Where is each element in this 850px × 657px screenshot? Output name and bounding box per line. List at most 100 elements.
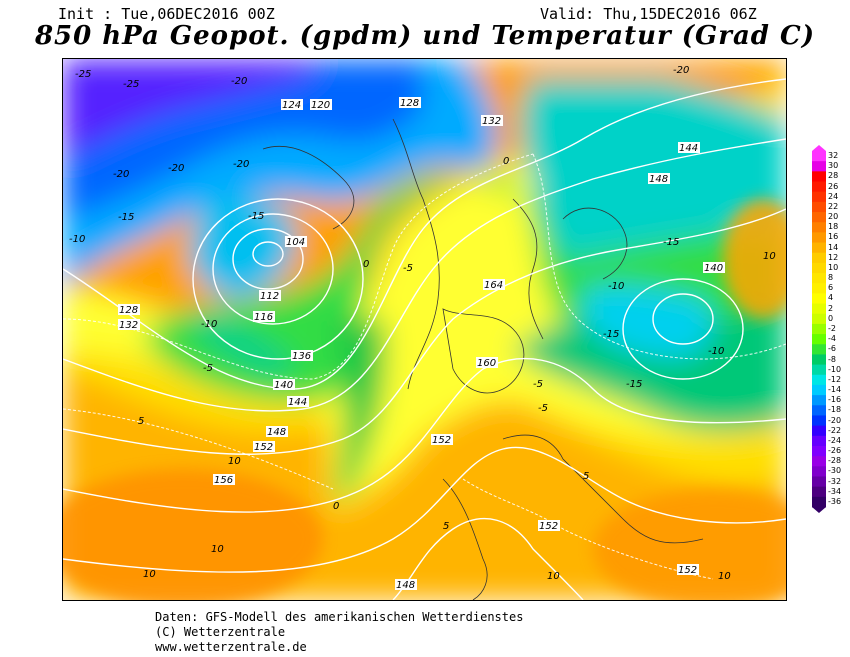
footer-data-source: Daten: GFS-Modell des amerikanischen Wet… bbox=[155, 610, 524, 624]
legend-swatch bbox=[812, 323, 826, 335]
legend-value: 28 bbox=[828, 171, 839, 181]
temp-label: 10 bbox=[143, 569, 156, 580]
temp-label: -10 bbox=[201, 319, 217, 330]
legend-swatch bbox=[812, 415, 826, 427]
valid-time: Valid: Thu,15DEC2016 06Z bbox=[540, 5, 757, 23]
temp-label: -5 bbox=[403, 263, 413, 274]
geopot-label: 148 bbox=[649, 174, 668, 185]
temp-label: -20 bbox=[233, 159, 249, 170]
geopot-label: 152 bbox=[432, 435, 451, 446]
geopot-label: 152 bbox=[539, 521, 558, 532]
legend-swatch bbox=[812, 384, 826, 396]
legend-swatch bbox=[812, 354, 826, 366]
legend-colorbar bbox=[812, 145, 826, 513]
legend-swatch bbox=[812, 283, 826, 294]
legend-swatch bbox=[812, 486, 826, 498]
legend-swatch bbox=[812, 151, 826, 162]
legend-value: -12 bbox=[828, 374, 842, 384]
geopot-label: 128 bbox=[400, 98, 419, 109]
temp-label: -5 bbox=[538, 403, 548, 414]
legend-swatch bbox=[812, 222, 826, 233]
legend-arrow-top bbox=[812, 145, 826, 151]
legend-swatch bbox=[812, 435, 826, 447]
temp-label: -25 bbox=[75, 69, 91, 80]
legend-value: -32 bbox=[828, 476, 842, 486]
temp-label: -15 bbox=[603, 329, 619, 340]
legend-swatch bbox=[812, 395, 826, 406]
legend-swatch bbox=[812, 201, 826, 213]
legend-swatch bbox=[812, 374, 826, 386]
geopot-label: 156 bbox=[214, 475, 233, 486]
legend-value: -2 bbox=[828, 324, 836, 333]
footer-url[interactable]: www.wetterzentrale.de bbox=[155, 640, 307, 654]
geopot-label: 140 bbox=[274, 380, 293, 391]
temp-label: -10 bbox=[608, 281, 624, 292]
coastlines bbox=[262, 118, 704, 600]
legend-value: -18 bbox=[828, 405, 842, 415]
legend-value: 2 bbox=[828, 303, 834, 313]
temp-label: -20 bbox=[168, 163, 184, 174]
geopotential-labels: 104 112 116 120 124 128 132 136 140 144 … bbox=[118, 97, 725, 591]
temp-label: 10 bbox=[547, 571, 560, 582]
legend-value: 24 bbox=[828, 191, 839, 201]
temp-label: -5 bbox=[203, 363, 213, 374]
temperature-labels: -25 -25 -20 -20 -20 -20 -15 -10 -10 -15 … bbox=[69, 65, 776, 582]
temp-label: 5 bbox=[138, 416, 144, 427]
temp-label: 10 bbox=[228, 456, 241, 467]
temp-label: -5 bbox=[533, 379, 543, 390]
legend-swatch bbox=[812, 445, 826, 457]
temp-label: 0 bbox=[363, 259, 369, 270]
legend-swatch bbox=[812, 405, 826, 416]
temp-label: 10 bbox=[211, 544, 224, 555]
temp-label: -20 bbox=[113, 169, 129, 180]
legend-swatch bbox=[812, 191, 826, 203]
legend-swatch bbox=[812, 496, 826, 508]
legend-value: 20 bbox=[828, 212, 839, 222]
geopot-label: 144 bbox=[679, 143, 698, 154]
geopot-label: 124 bbox=[282, 100, 301, 111]
legend-value: -10 bbox=[828, 364, 842, 374]
legend-arrow-bottom bbox=[812, 507, 826, 513]
legend-swatch bbox=[812, 181, 826, 193]
legend-value: 22 bbox=[828, 201, 839, 211]
geopot-label: 116 bbox=[254, 312, 273, 323]
temp-label: -15 bbox=[118, 212, 134, 223]
geopot-label: 136 bbox=[292, 351, 311, 362]
legend-swatch bbox=[812, 466, 826, 477]
legend-value: -34 bbox=[828, 486, 842, 496]
legend-value: -36 bbox=[828, 496, 842, 506]
temperature-field bbox=[63, 59, 786, 600]
legend-swatch bbox=[812, 252, 826, 264]
legend-value: 10 bbox=[828, 262, 839, 272]
temp-label: -15 bbox=[248, 211, 264, 222]
geopot-label: 148 bbox=[396, 580, 415, 591]
legend-swatch bbox=[812, 161, 826, 172]
temp-label: 5 bbox=[583, 471, 589, 482]
temp-label: -25 bbox=[123, 79, 139, 90]
legend-value: -24 bbox=[828, 435, 842, 445]
legend-value: -20 bbox=[828, 415, 842, 425]
legend-swatch bbox=[812, 273, 826, 284]
temp-label: -20 bbox=[231, 76, 247, 87]
legend-swatch bbox=[812, 476, 826, 488]
legend-value: 26 bbox=[828, 181, 839, 191]
legend-swatch bbox=[812, 303, 826, 315]
legend-value: 16 bbox=[828, 232, 839, 242]
map-canvas: 104 112 116 120 124 128 132 136 140 144 … bbox=[63, 59, 786, 600]
color-legend: 32 30 28 26 24 22 20 18 16 14 12 10 8 6 4 2 0 -2 -4 -6 -8 -10… bbox=[812, 145, 850, 515]
geopot-label: 132 bbox=[482, 116, 501, 127]
legend-value: -14 bbox=[828, 385, 842, 395]
legend-swatch bbox=[812, 334, 826, 345]
legend-swatch bbox=[812, 364, 826, 376]
geopot-label: 128 bbox=[119, 305, 138, 316]
legend-value: 6 bbox=[828, 283, 834, 293]
legend-value: 14 bbox=[828, 242, 839, 252]
temp-label: 5 bbox=[443, 521, 449, 532]
legend-value: 4 bbox=[828, 293, 834, 303]
footer: Daten: GFS-Modell des amerikanischen Wet… bbox=[155, 610, 523, 655]
footer-copyright: (C) Wetterzentrale bbox=[155, 625, 286, 639]
temp-label: 10 bbox=[718, 571, 731, 582]
legend-swatch bbox=[812, 293, 826, 305]
legend-swatch bbox=[812, 425, 826, 437]
temp-label: -10 bbox=[708, 346, 724, 357]
